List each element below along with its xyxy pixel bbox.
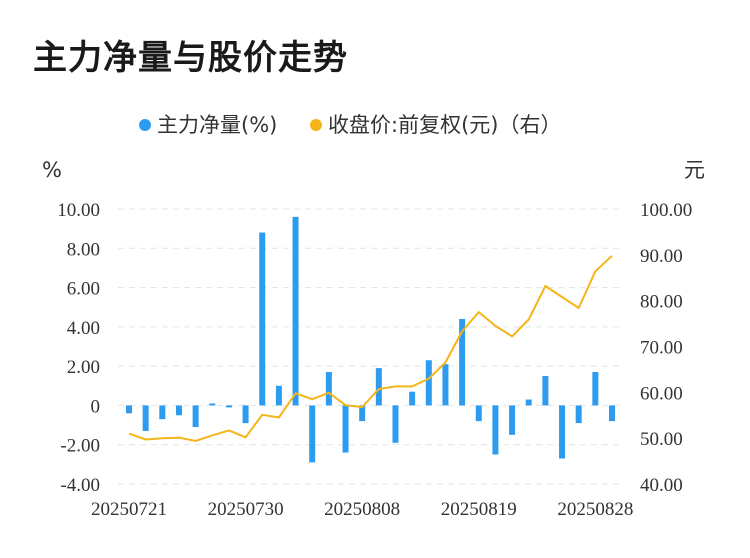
bar: [142, 405, 149, 431]
x-tick-label: 20250819: [441, 499, 517, 520]
bar: [409, 391, 416, 406]
bar: [392, 405, 399, 443]
right-tick-label: 70.00: [640, 338, 683, 359]
x-tick-label: 20250808: [324, 499, 400, 520]
bar: [559, 405, 566, 459]
chart-title: 主力净量与股价走势: [33, 38, 348, 78]
bar: [359, 405, 366, 422]
left-tick-label: 2.00: [67, 357, 100, 378]
bar: [375, 368, 382, 406]
bar: [525, 399, 532, 406]
bar: [609, 405, 615, 422]
right-tick-label: 90.00: [640, 246, 683, 267]
bar: [225, 405, 232, 408]
right-tick-label: 60.00: [640, 383, 683, 404]
legend-marker-2: [310, 119, 322, 131]
bar: [209, 403, 216, 406]
legend-marker-1: [139, 119, 151, 131]
left-tick-label: 4.00: [67, 318, 100, 339]
legend-label-1: 主力净量(%): [157, 113, 277, 137]
bar: [542, 375, 549, 406]
right-tick-label: 80.00: [640, 292, 683, 313]
left-tick-label: 10.00: [57, 200, 100, 221]
right-tick-label: 50.00: [640, 429, 683, 450]
bar: [459, 319, 466, 406]
right-axis-unit: 元: [684, 158, 705, 182]
x-tick-label: 20250730: [208, 499, 284, 520]
left-axis-unit: %: [42, 158, 62, 182]
left-tick-label: -4.00: [60, 475, 100, 496]
legend-label-2: 收盘价:前复权(元)（右）: [328, 113, 561, 137]
bar: [192, 405, 199, 428]
bar: [442, 364, 449, 406]
bar: [509, 405, 516, 435]
bar: [492, 405, 499, 455]
bar: [159, 405, 166, 420]
bar: [259, 232, 266, 406]
right-tick-label: 40.00: [640, 475, 683, 496]
bar: [592, 372, 599, 406]
right-tick-label: 100.00: [640, 200, 692, 221]
price-line: [128, 255, 613, 442]
bar: [242, 405, 249, 424]
x-tick-label: 20250828: [557, 499, 633, 520]
bar: [292, 216, 299, 406]
bar: [425, 360, 432, 406]
bar: [275, 385, 282, 406]
bar: [325, 372, 332, 406]
bar: [475, 405, 482, 422]
bar: [175, 405, 182, 416]
left-tick-label: 8.00: [67, 239, 100, 260]
x-tick-label: 20250721: [91, 499, 167, 520]
left-tick-label: 6.00: [67, 279, 100, 300]
bar: [126, 405, 132, 414]
left-tick-label: -2.00: [60, 436, 100, 457]
bar: [309, 405, 316, 463]
left-tick-label: 0: [91, 396, 101, 417]
bar: [342, 405, 349, 453]
bar: [575, 405, 582, 424]
